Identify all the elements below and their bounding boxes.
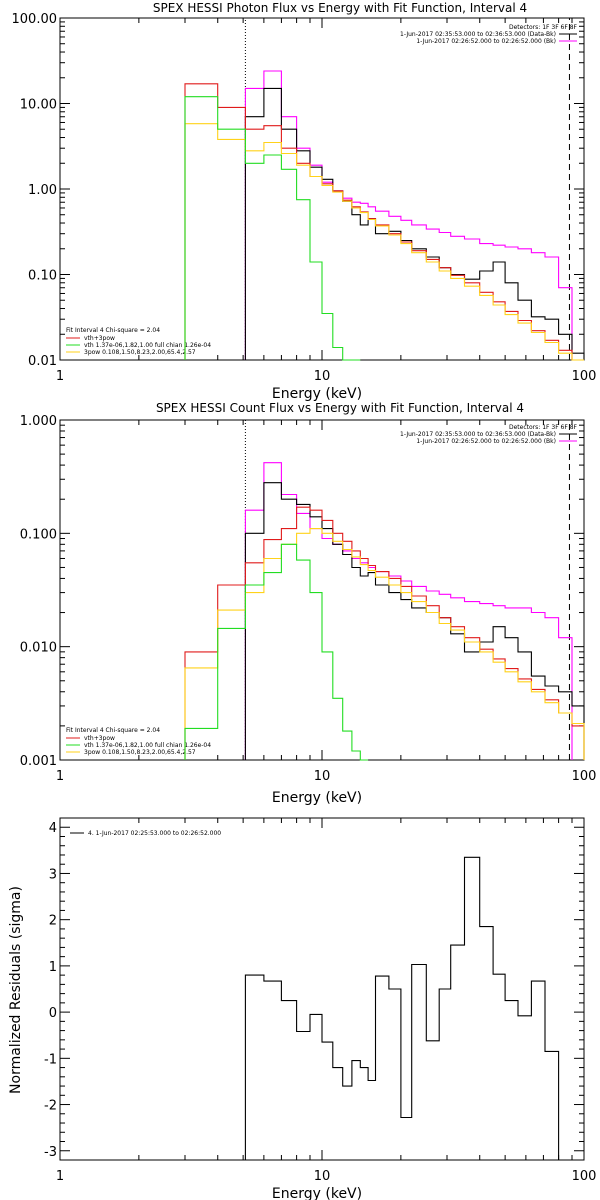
residuals-ylabel: Normalized Residuals (sigma) <box>8 886 24 1094</box>
photon-flux-legend-3pow: 3pow 0.108,1.50,8.23,2.00,65.4,2.57 <box>84 349 196 356</box>
count-flux-time-range-data: 1-Jun-2017 02:35:53.000 to 02:36:53.000 … <box>400 431 556 438</box>
residuals-xtick-label: 1 <box>56 1169 64 1184</box>
photon-flux-legend-total: vth+3pow <box>84 335 115 342</box>
photon-flux-xtick-label: 1 <box>56 369 64 384</box>
residuals-ytick-label: 3 <box>49 867 57 882</box>
count-flux-ytick-label: 0.001 <box>20 754 57 769</box>
residuals-ytick-label: 4 <box>49 821 57 836</box>
photon-flux-series-4-histogram <box>184 96 361 361</box>
residuals-ytick-label: 1 <box>49 960 57 975</box>
photon-flux-ytick-label: 0.01 <box>28 354 57 369</box>
count-flux-fit-info: Fit Interval 4 Chi-square = 2.04 <box>66 727 160 734</box>
photon-flux-series-1-histogram <box>244 87 585 360</box>
photon-flux-time-range-bk: 1-Jun-2017 02:26:52.000 to 02:26:52.000 … <box>416 38 556 45</box>
photon-flux-ytick-label: 100.00 <box>12 12 58 27</box>
count-flux-ytick-label: 1.000 <box>20 414 57 429</box>
count-flux-series-0-histogram <box>244 462 573 760</box>
photon-flux-ytick-label: 0.10 <box>28 269 57 284</box>
residuals-xlabel: Energy (keV) <box>272 1186 362 1200</box>
residuals-series-0-histogram <box>244 856 572 1161</box>
photon-flux-fit-info: Fit Interval 4 Chi-square = 2.04 <box>66 327 160 334</box>
photon-flux-series-0-histogram <box>244 70 573 360</box>
photon-flux-series-3-histogram <box>184 123 584 361</box>
count-flux-ytick-label: 0.100 <box>20 527 57 542</box>
photon-flux-time-range-data: 1-Jun-2017 02:35:53.000 to 02:36:53.000 … <box>400 31 556 38</box>
count-flux-legend-vth: vth 1.37e-06,1.82,1.00 full chian 1.26e-… <box>84 742 211 749</box>
residuals-legend: 4. 1-Jun-2017 02:25:53.000 to 02:26:52.0… <box>88 830 221 837</box>
count-flux-plot-frame <box>59 419 585 761</box>
count-flux-xtick-label: 10 <box>314 769 331 784</box>
count-flux-xtick-label: 1 <box>56 769 64 784</box>
photon-flux-title: SPEX HESSI Photon Flux vs Energy with Fi… <box>153 1 527 15</box>
photon-flux-detectors: Detectors: 1F 3F 6F 8F <box>509 24 578 31</box>
residuals-xtick-label: 10 <box>314 1169 331 1184</box>
photon-flux-xtick-label: 100 <box>572 369 597 384</box>
count-flux-panel: SPEX HESSI Count Flux vs Energy with Fit… <box>20 401 597 806</box>
count-flux-legend-3pow: 3pow 0.108,1.50,8.23,2.00,65.4,2.57 <box>84 749 196 756</box>
residuals-ytick-label: -1 <box>44 1052 57 1067</box>
count-flux-time-range-bk: 1-Jun-2017 02:26:52.000 to 02:26:52.000 … <box>416 438 556 445</box>
count-flux-xlabel: Energy (keV) <box>272 790 362 806</box>
count-flux-detectors: Detectors: 1F 3F 6F 8F <box>509 424 578 431</box>
photon-flux-xlabel: Energy (keV) <box>272 386 362 402</box>
photon-flux-legend-vth: vth 1.37e-06,1.82,1.00 full chian 1.26e-… <box>84 342 211 349</box>
photon-flux-ytick-label: 10.00 <box>20 98 57 113</box>
residuals-ytick-label: 0 <box>49 1006 57 1021</box>
count-flux-xtick-label: 100 <box>572 769 597 784</box>
residuals-ytick-label: -2 <box>44 1099 57 1114</box>
count-flux-series-4-histogram <box>184 543 369 761</box>
residuals-panel: Energy (keV) Normalized Residuals (sigma… <box>8 817 597 1200</box>
count-flux-title: SPEX HESSI Count Flux vs Energy with Fit… <box>156 401 524 415</box>
residuals-xtick-label: 100 <box>572 1169 597 1184</box>
residuals-ytick-label: -3 <box>44 1145 57 1160</box>
photon-flux-panel: SPEX HESSI Photon Flux vs Energy with Fi… <box>12 1 597 402</box>
photon-flux-ytick-label: 1.00 <box>28 183 57 198</box>
residuals-ytick-label: 2 <box>49 914 57 929</box>
count-flux-legend-total: vth+3pow <box>84 735 115 742</box>
photon-flux-xtick-label: 10 <box>314 369 331 384</box>
count-flux-series-2-histogram <box>184 506 585 760</box>
count-flux-series-1-histogram <box>244 482 585 760</box>
count-flux-ytick-label: 0.010 <box>20 641 57 656</box>
